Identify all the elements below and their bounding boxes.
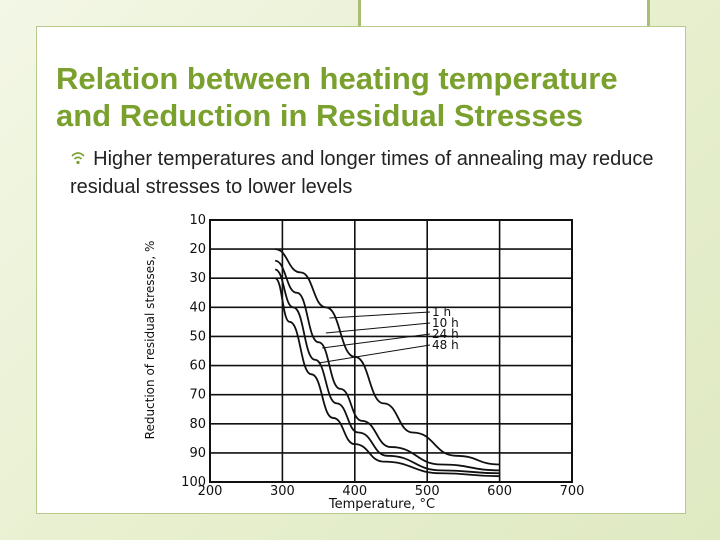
legend-leader-48-h xyxy=(318,344,431,364)
y-tick-30: 30 xyxy=(189,271,206,286)
y-tick-50: 50 xyxy=(189,329,206,344)
wifi-bullet-icon xyxy=(70,152,90,169)
y-tick-70: 70 xyxy=(189,388,206,403)
legend-label-48-h: 48 h xyxy=(432,338,459,352)
legend-leader-10-h xyxy=(325,322,431,334)
legend-labels: 1 h10 h24 h48 h xyxy=(432,305,459,352)
legend-leaders xyxy=(318,311,431,364)
x-tick-400: 400 xyxy=(342,484,367,499)
legend-label-24-h: 24 h xyxy=(432,327,459,341)
y-tick-100: 100 xyxy=(181,475,206,490)
x-tick-labels: 200 300 400 500 600 700 xyxy=(198,484,585,499)
slide-title-line-2: and Reduction in Residual Stresses xyxy=(56,98,584,133)
y-tick-20: 20 xyxy=(189,242,206,257)
series-line-48-h xyxy=(274,277,500,478)
bullet-text: Higher temperatures and longer times of … xyxy=(70,148,654,198)
series-line-24-h xyxy=(274,268,500,475)
x-tick-500: 500 xyxy=(415,484,440,499)
y-tick-90: 90 xyxy=(189,446,206,461)
series-lines xyxy=(274,248,500,478)
y-tick-80: 80 xyxy=(189,417,206,432)
slide-title: Relation between heating temperature and… xyxy=(56,60,676,134)
legend-leader-24-h xyxy=(322,333,431,349)
y-tick-60: 60 xyxy=(189,359,206,374)
y-tick-10: 10 xyxy=(189,213,206,228)
y-axis-label: Reduction of residual stresses, % xyxy=(143,241,157,440)
x-tick-300: 300 xyxy=(270,484,295,499)
x-tick-700: 700 xyxy=(560,484,585,499)
x-tick-200: 200 xyxy=(198,484,223,499)
residual-stress-chart: 10 20 30 40 50 60 70 80 90 100 200 300 400 500 600 700… xyxy=(143,213,585,512)
x-tick-600: 600 xyxy=(487,484,512,499)
legend-leader-1-h xyxy=(329,311,431,319)
series-line-1-h xyxy=(274,248,500,466)
slide-title-line-1: Relation between heating temperature xyxy=(56,61,618,96)
legend-label-1-h: 1 h xyxy=(432,305,451,319)
series-line-10-h xyxy=(274,259,500,472)
plot-frame xyxy=(209,219,573,483)
y-tick-labels: 10 20 30 40 50 60 70 80 90 100 xyxy=(181,213,206,490)
y-tick-40: 40 xyxy=(189,300,206,315)
bullet-point: Higher temperatures and longer times of … xyxy=(70,146,695,201)
legend-label-10-h: 10 h xyxy=(432,316,459,330)
x-axis-label: Temperature, °C xyxy=(328,497,435,512)
